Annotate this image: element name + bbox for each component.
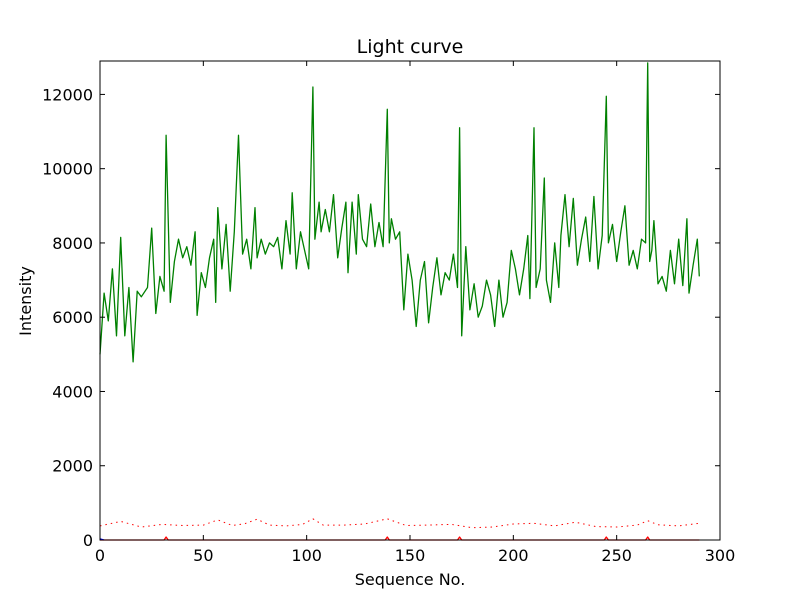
plot-frame bbox=[99, 60, 721, 541]
y-tick-label: 4000 bbox=[52, 382, 93, 401]
y-tick-label: 6000 bbox=[52, 308, 93, 327]
y-tick-label: 8000 bbox=[52, 234, 93, 253]
x-tick-label: 250 bbox=[601, 546, 632, 565]
x-tick-label: 150 bbox=[395, 546, 426, 565]
x-axis-label: Sequence No. bbox=[355, 570, 466, 589]
y-tick-label: 12000 bbox=[42, 85, 93, 104]
ticks-layer: 0 50 100 150 200 250 300 0 2000 4000 6000 8000 10000… bbox=[42, 61, 735, 565]
y-tick-label: 2000 bbox=[52, 457, 93, 476]
x-tick-label: 300 bbox=[705, 546, 736, 565]
x-tick-label: 0 bbox=[95, 546, 105, 565]
y-tick-label: 0 bbox=[83, 531, 93, 550]
x-tick-label: 200 bbox=[498, 546, 529, 565]
series-line-1 bbox=[99, 62, 700, 363]
chart-title: Light curve bbox=[357, 36, 464, 58]
series-line-3 bbox=[100, 536, 700, 541]
y-axis-label: Intensity bbox=[16, 266, 35, 336]
x-tick-label: 50 bbox=[193, 546, 213, 565]
x-tick-label: 100 bbox=[291, 546, 322, 565]
y-tick-label: 10000 bbox=[42, 160, 93, 179]
